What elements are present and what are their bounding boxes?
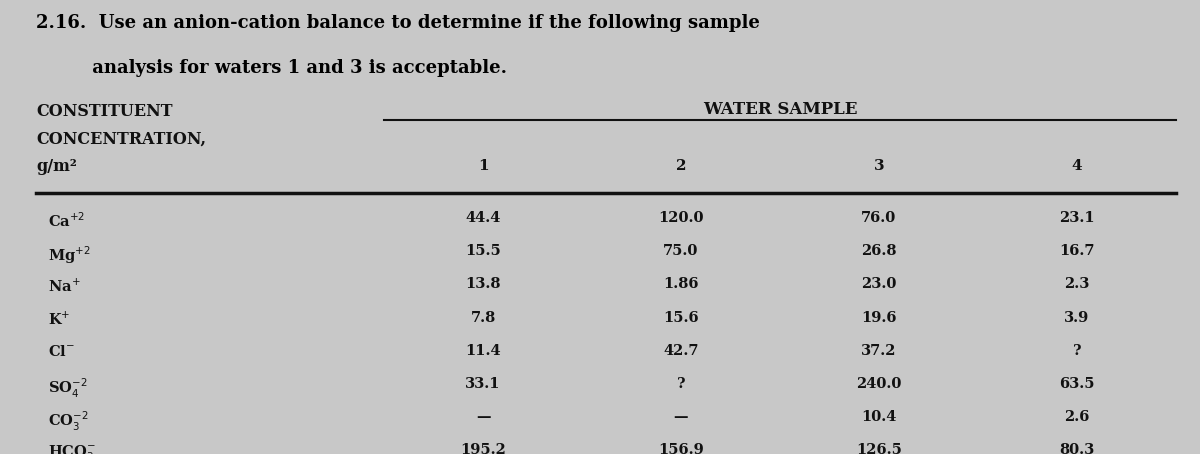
Text: —: —	[673, 410, 689, 424]
Text: 126.5: 126.5	[856, 443, 902, 454]
Text: 11.4: 11.4	[466, 344, 500, 358]
Text: 2.16.  Use an anion-cation balance to determine if the following sample: 2.16. Use an anion-cation balance to det…	[36, 14, 760, 32]
Text: analysis for waters 1 and 3 is acceptable.: analysis for waters 1 and 3 is acceptabl…	[36, 59, 508, 77]
Text: WATER SAMPLE: WATER SAMPLE	[703, 101, 857, 118]
Text: 63.5: 63.5	[1060, 377, 1094, 391]
Text: 75.0: 75.0	[664, 244, 698, 258]
Text: 13.8: 13.8	[466, 277, 500, 291]
Text: CONSTITUENT: CONSTITUENT	[36, 104, 173, 120]
Text: g/m²: g/m²	[36, 158, 77, 175]
Text: 76.0: 76.0	[862, 211, 896, 225]
Text: 1.86: 1.86	[664, 277, 698, 291]
Text: 2.3: 2.3	[1064, 277, 1090, 291]
Text: 23.0: 23.0	[862, 277, 896, 291]
Text: 1: 1	[478, 158, 488, 173]
Text: K$^{+}$: K$^{+}$	[48, 311, 71, 328]
Text: 2: 2	[676, 158, 686, 173]
Text: 156.9: 156.9	[658, 443, 704, 454]
Text: Na$^{+}$: Na$^{+}$	[48, 277, 80, 295]
Text: CO$_{3}^{-2}$: CO$_{3}^{-2}$	[48, 410, 89, 433]
Text: ?: ?	[677, 377, 685, 391]
Text: Mg$^{+2}$: Mg$^{+2}$	[48, 244, 90, 266]
Text: 10.4: 10.4	[862, 410, 896, 424]
Text: Cl$^{-}$: Cl$^{-}$	[48, 344, 74, 359]
Text: 2.6: 2.6	[1064, 410, 1090, 424]
Text: 240.0: 240.0	[857, 377, 901, 391]
Text: 3.9: 3.9	[1064, 311, 1090, 325]
Text: 19.6: 19.6	[862, 311, 896, 325]
Text: 80.3: 80.3	[1060, 443, 1094, 454]
Text: 42.7: 42.7	[664, 344, 698, 358]
Text: —: —	[475, 410, 491, 424]
Text: HCO$_{3}^{-}$: HCO$_{3}^{-}$	[48, 443, 96, 454]
Text: 44.4: 44.4	[466, 211, 500, 225]
Text: 26.8: 26.8	[862, 244, 896, 258]
Text: 3: 3	[874, 158, 884, 173]
Text: SO$_{4}^{-2}$: SO$_{4}^{-2}$	[48, 377, 88, 400]
Text: 7.8: 7.8	[470, 311, 496, 325]
Text: 195.2: 195.2	[460, 443, 506, 454]
Text: 37.2: 37.2	[862, 344, 896, 358]
Text: 120.0: 120.0	[659, 211, 703, 225]
Text: 23.1: 23.1	[1060, 211, 1094, 225]
Text: 4: 4	[1072, 158, 1082, 173]
Text: 33.1: 33.1	[466, 377, 500, 391]
Text: 15.6: 15.6	[664, 311, 698, 325]
Text: Ca$^{+2}$: Ca$^{+2}$	[48, 211, 85, 230]
Text: 16.7: 16.7	[1060, 244, 1094, 258]
Text: CONCENTRATION,: CONCENTRATION,	[36, 131, 206, 148]
Text: 15.5: 15.5	[466, 244, 500, 258]
Text: ?: ?	[1073, 344, 1081, 358]
